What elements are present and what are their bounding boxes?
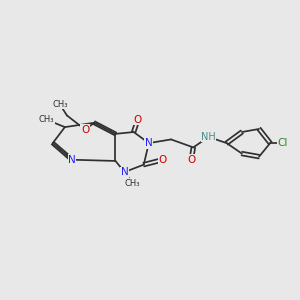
Text: NH: NH [201, 132, 216, 142]
Text: CH₃: CH₃ [125, 178, 140, 188]
Text: CH₃: CH₃ [39, 115, 54, 124]
Text: Cl: Cl [277, 138, 287, 148]
Text: N: N [145, 138, 153, 148]
Text: O: O [159, 155, 167, 165]
Text: O: O [81, 124, 89, 135]
Text: N: N [121, 167, 128, 177]
Text: O: O [187, 155, 195, 165]
Text: N: N [68, 155, 76, 165]
Text: CH₃: CH₃ [52, 100, 68, 109]
Text: O: O [134, 115, 142, 125]
